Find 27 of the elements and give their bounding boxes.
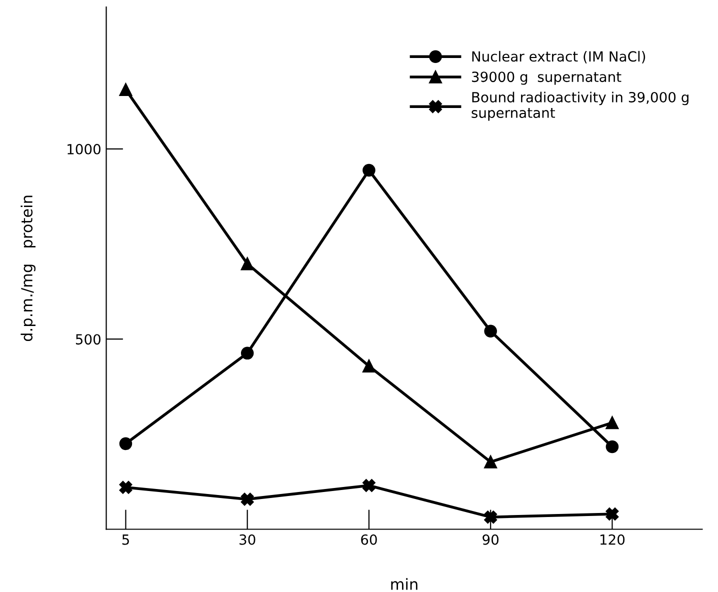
legend-label: Nuclear extract (IM NaCl) [472,50,646,64]
x-tick-label: 120 [600,534,625,545]
y-tick-label: 1000 [68,144,100,154]
point [119,83,132,96]
point [484,456,497,468]
point [606,508,619,520]
point [119,481,132,494]
legend-label: 39000 g supernatant [472,72,622,85]
point [240,492,254,506]
point [606,416,619,430]
y-axis-title: d.p.m./mg protein [20,196,36,342]
point [484,510,497,524]
y-tick-label: 500 [76,334,100,345]
x-tick-label: 60 [361,534,377,545]
point [240,257,254,270]
point [362,479,376,492]
x-tick-label: 5 [122,534,129,545]
point [362,360,376,372]
x-tick-label: 90 [482,534,498,545]
x-tick-label: 30 [240,534,256,545]
legend-label: Bound radioactivity in 39,000 g supernatant [472,92,688,121]
point [484,324,497,338]
point [240,346,254,360]
point [362,164,376,177]
point [606,440,619,454]
x-axis-title: min [391,578,418,590]
point [119,437,132,450]
